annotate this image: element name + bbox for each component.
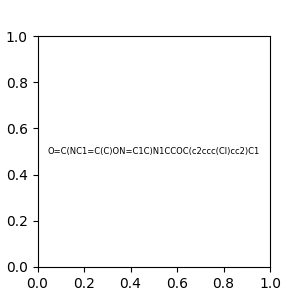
Text: O=C(NC1=C(C)ON=C1C)N1CCOC(c2ccc(Cl)cc2)C1: O=C(NC1=C(C)ON=C1C)N1CCOC(c2ccc(Cl)cc2)C… [48,147,260,156]
